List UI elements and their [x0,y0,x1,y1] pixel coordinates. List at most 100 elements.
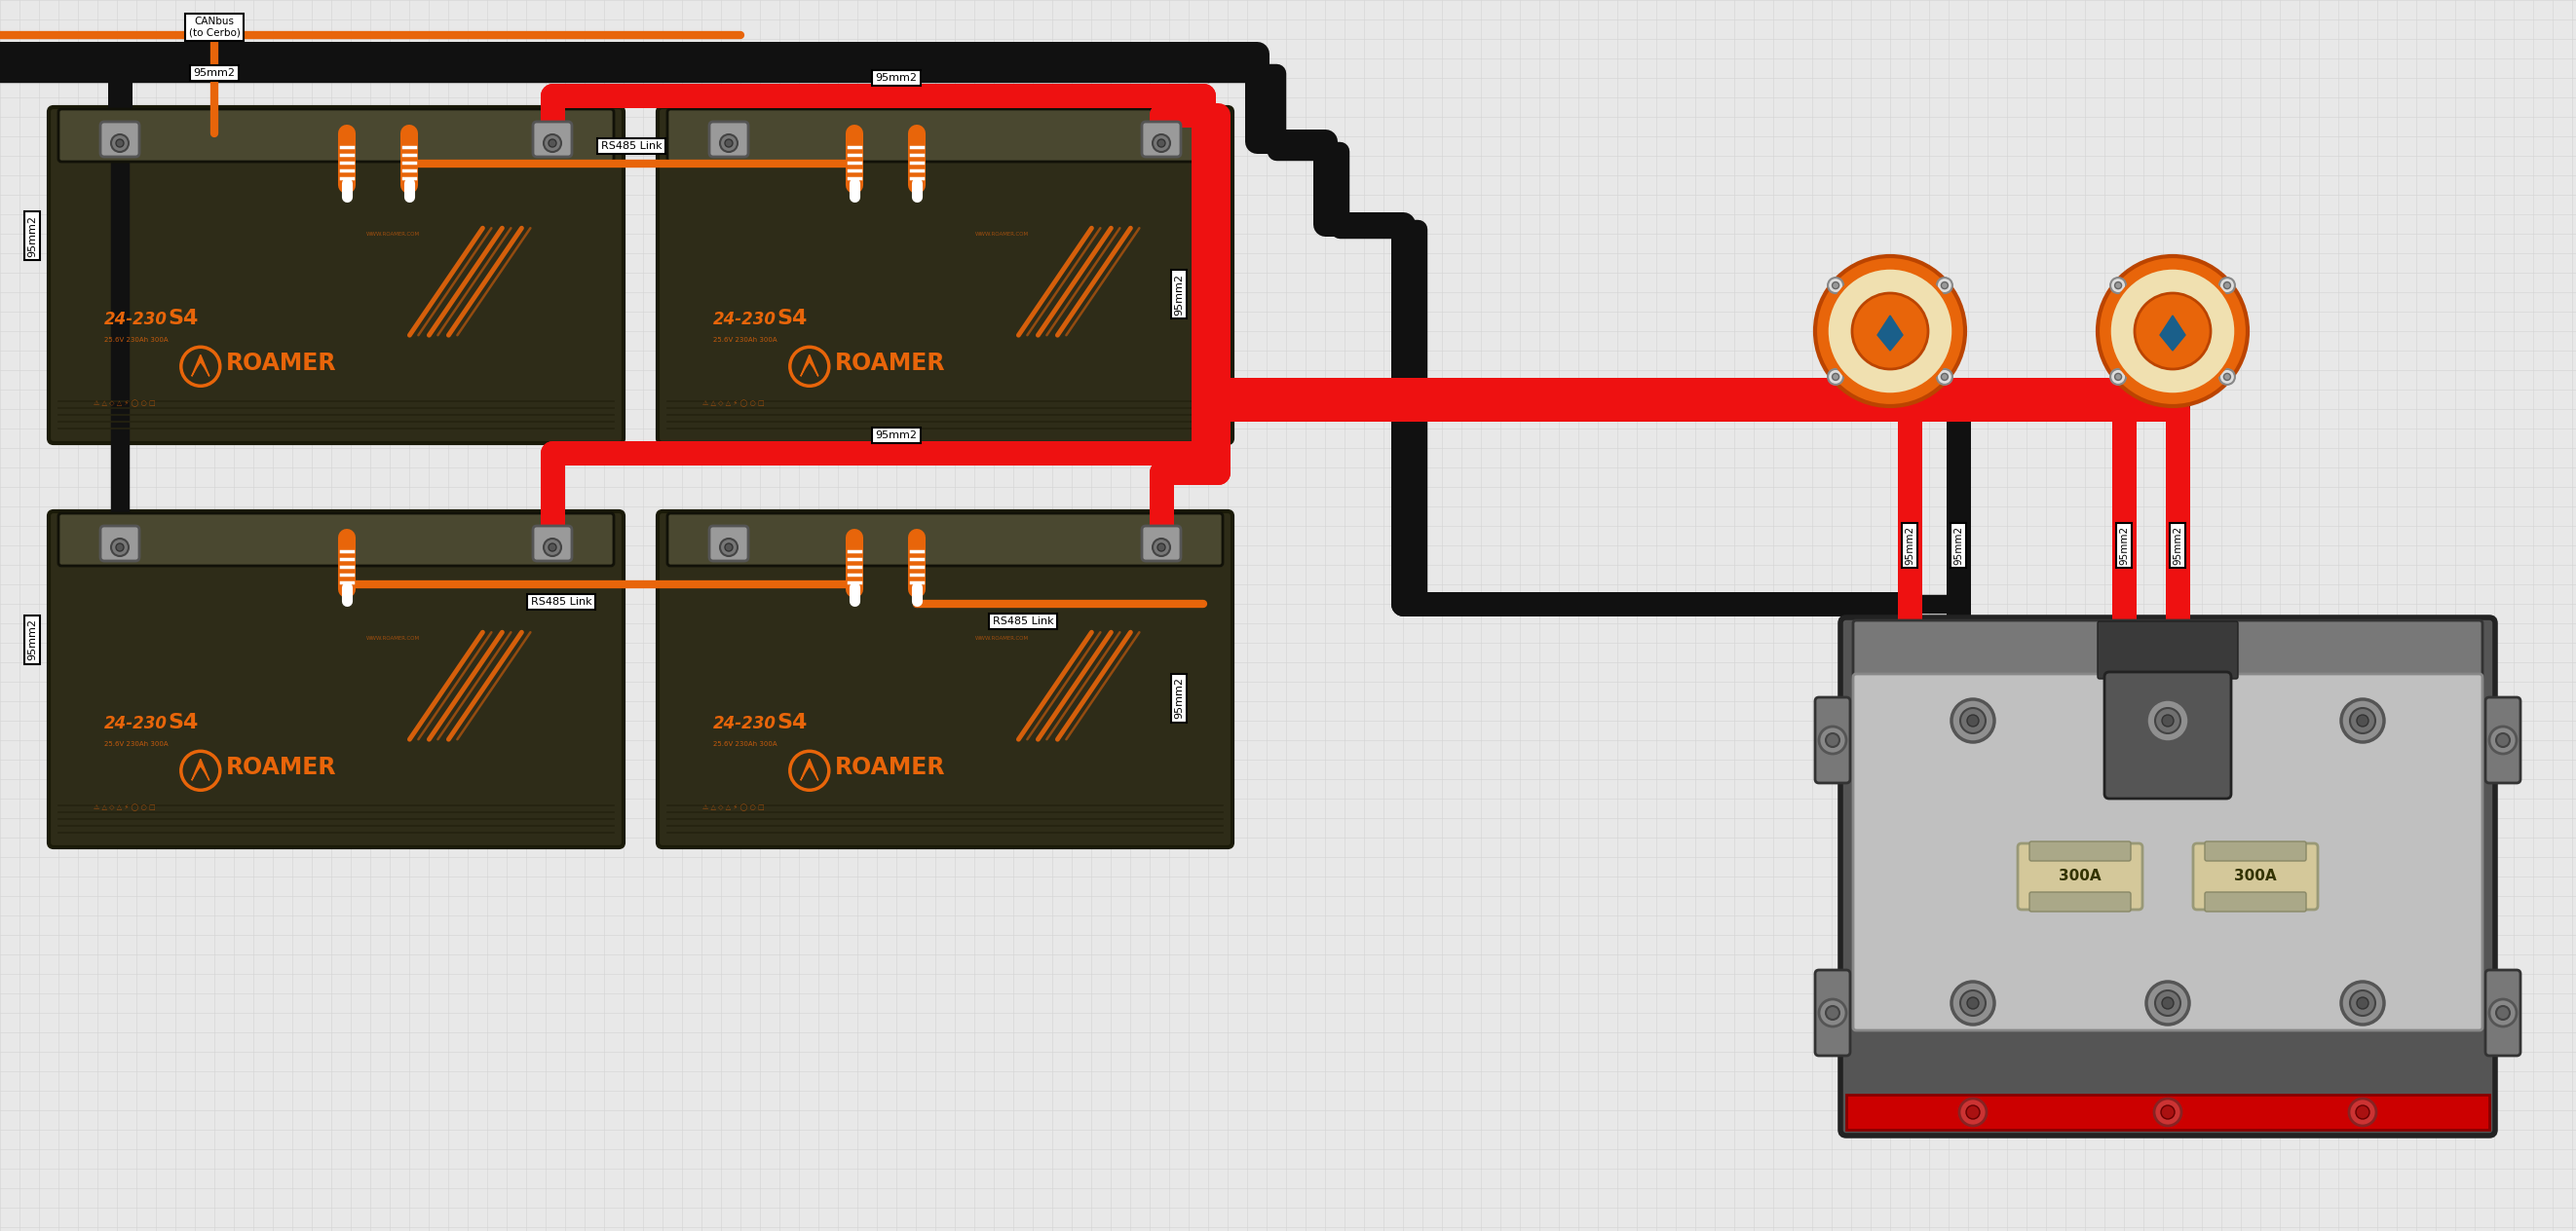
Text: ⚠ △ ◇ △ ⚡ ◯ ○ □: ⚠ △ ◇ △ ⚡ ◯ ○ □ [93,400,155,407]
Text: 25.6V 230Ah 300A: 25.6V 230Ah 300A [714,741,778,747]
FancyBboxPatch shape [2486,697,2519,783]
Circle shape [721,539,737,556]
FancyBboxPatch shape [100,526,139,561]
Text: 95mm2: 95mm2 [2120,526,2128,565]
Circle shape [2136,293,2210,369]
Circle shape [2110,278,2125,293]
Text: 24-230: 24-230 [714,714,778,732]
Circle shape [1829,369,1844,384]
Text: WWW.ROAMER.COM: WWW.ROAMER.COM [366,636,420,641]
Circle shape [721,134,737,151]
FancyBboxPatch shape [708,122,747,156]
Circle shape [1816,256,1965,406]
Text: S4: S4 [778,713,806,732]
Circle shape [2156,708,2179,734]
FancyBboxPatch shape [49,511,623,847]
FancyBboxPatch shape [1816,970,1850,1056]
Text: °: ° [799,720,806,734]
Circle shape [1832,373,1839,380]
Circle shape [724,139,732,146]
Circle shape [2110,369,2125,384]
FancyBboxPatch shape [2030,842,2130,860]
Circle shape [2154,1098,2182,1126]
Text: S4: S4 [778,309,806,327]
Text: 25.6V 230Ah 300A: 25.6V 230Ah 300A [106,741,167,747]
Polygon shape [801,355,819,377]
Text: ROAMER: ROAMER [227,352,337,375]
Circle shape [2496,1006,2509,1019]
Text: ⚠ △ ◇ △ ⚡ ◯ ○ □: ⚠ △ ◇ △ ⚡ ◯ ○ □ [93,804,155,811]
Text: 24-230: 24-230 [106,310,167,327]
Text: 95mm2: 95mm2 [2172,526,2182,565]
Circle shape [1942,282,1947,289]
FancyBboxPatch shape [667,513,1224,566]
FancyBboxPatch shape [2105,672,2231,799]
Circle shape [549,139,556,146]
Circle shape [1968,715,1978,726]
Text: °: ° [191,720,196,734]
Circle shape [2156,991,2179,1016]
Polygon shape [2161,315,2184,351]
Text: °: ° [799,316,806,329]
FancyBboxPatch shape [1847,1094,2488,1130]
FancyBboxPatch shape [100,122,139,156]
Circle shape [2223,373,2231,380]
Circle shape [1965,1105,1981,1119]
FancyBboxPatch shape [708,526,747,561]
FancyBboxPatch shape [2205,892,2306,912]
Circle shape [1953,981,1994,1024]
Circle shape [1151,539,1170,556]
Circle shape [1819,1000,1847,1027]
Text: 95mm2: 95mm2 [1953,526,1963,565]
Text: 25.6V 230Ah 300A: 25.6V 230Ah 300A [106,337,167,342]
Text: 95mm2: 95mm2 [1904,526,1914,565]
Circle shape [2342,981,2383,1024]
Text: CANbus
(to Cerbo): CANbus (to Cerbo) [188,17,240,38]
Circle shape [1829,278,1844,293]
Text: WWW.ROAMER.COM: WWW.ROAMER.COM [366,233,420,236]
Circle shape [1960,991,1986,1016]
Circle shape [1826,1006,1839,1019]
Text: 95mm2: 95mm2 [193,68,234,78]
Circle shape [116,543,124,551]
Circle shape [1942,373,1947,380]
Text: 95mm2: 95mm2 [876,431,917,441]
Circle shape [2488,1000,2517,1027]
FancyBboxPatch shape [1816,697,1850,783]
Text: WWW.ROAMER.COM: WWW.ROAMER.COM [974,636,1028,641]
Text: ROAMER: ROAMER [835,352,945,375]
Text: 95mm2: 95mm2 [1175,273,1185,315]
Circle shape [1826,268,1953,394]
Text: ROAMER: ROAMER [835,756,945,779]
Circle shape [549,543,556,551]
FancyBboxPatch shape [2017,843,2143,910]
Circle shape [1151,134,1170,151]
Circle shape [1157,139,1164,146]
Text: °: ° [191,316,196,329]
Circle shape [724,543,732,551]
Circle shape [2161,715,2174,726]
FancyBboxPatch shape [59,110,613,161]
Polygon shape [191,760,209,780]
FancyBboxPatch shape [657,107,1231,443]
Circle shape [2357,997,2367,1009]
FancyBboxPatch shape [1839,618,2496,1135]
Circle shape [2349,1098,2375,1126]
Circle shape [2349,991,2375,1016]
Circle shape [2097,256,2249,406]
Polygon shape [801,760,819,780]
Text: ⚠ △ ◇ △ ⚡ ◯ ○ □: ⚠ △ ◇ △ ⚡ ◯ ○ □ [703,804,765,811]
Text: 300A: 300A [2233,869,2277,884]
Circle shape [2496,734,2509,747]
Circle shape [2110,268,2236,394]
Circle shape [2115,282,2123,289]
Circle shape [1960,708,1986,734]
FancyBboxPatch shape [1852,673,2483,1030]
Text: 25.6V 230Ah 300A: 25.6V 230Ah 300A [714,337,778,342]
Circle shape [2342,699,2383,742]
Polygon shape [1878,315,1904,351]
Circle shape [2223,282,2231,289]
Circle shape [2357,715,2367,726]
Circle shape [1832,282,1839,289]
Circle shape [1819,726,1847,753]
